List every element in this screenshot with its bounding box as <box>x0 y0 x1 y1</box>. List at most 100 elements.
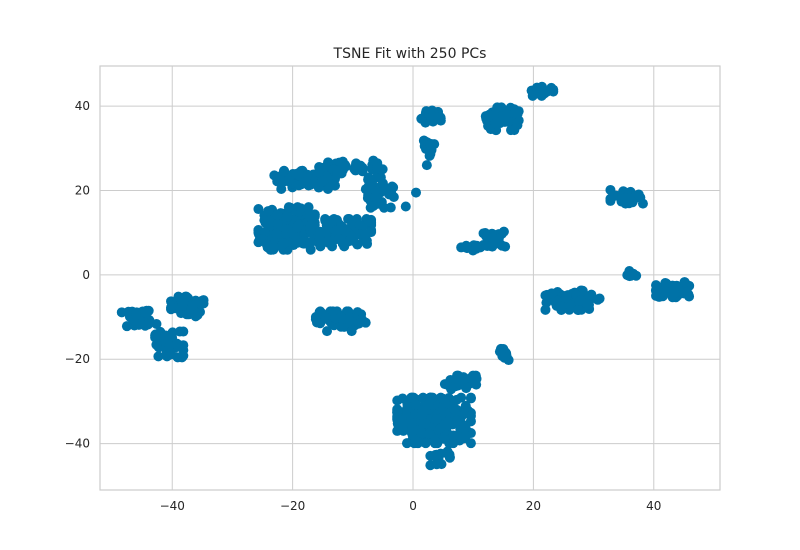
data-point <box>166 302 177 313</box>
data-point <box>397 393 408 404</box>
data-point <box>344 315 355 326</box>
data-point <box>370 191 381 202</box>
data-point <box>330 225 341 236</box>
data-point <box>164 340 175 351</box>
data-point <box>546 82 557 93</box>
data-point <box>283 175 294 186</box>
data-point <box>276 184 287 195</box>
data-point <box>453 370 464 381</box>
data-point <box>272 219 283 230</box>
data-point <box>293 220 304 231</box>
data-point <box>561 291 572 302</box>
data-point <box>429 435 440 446</box>
data-point <box>305 237 316 248</box>
data-point <box>503 116 514 127</box>
data-point <box>431 414 442 425</box>
data-point <box>177 300 188 311</box>
data-point <box>625 270 636 281</box>
data-point <box>392 405 403 416</box>
data-point <box>469 374 480 385</box>
data-point <box>366 217 377 228</box>
data-point <box>431 459 442 470</box>
data-point <box>498 226 509 237</box>
x-tick-label: 40 <box>646 499 661 513</box>
data-point <box>187 300 198 311</box>
data-point <box>395 417 406 428</box>
data-point <box>448 438 459 449</box>
data-point <box>307 213 318 224</box>
data-point <box>437 393 448 404</box>
data-point <box>153 342 164 353</box>
data-point <box>314 166 325 177</box>
data-point <box>406 392 417 403</box>
data-point <box>454 378 465 389</box>
data-point <box>198 298 209 309</box>
data-point <box>277 238 288 249</box>
data-point <box>360 229 371 240</box>
x-tick-label: −40 <box>160 499 185 513</box>
data-point <box>661 286 672 297</box>
data-point <box>271 228 282 239</box>
data-point <box>427 392 438 403</box>
data-point <box>400 201 411 212</box>
data-point <box>143 319 154 330</box>
data-point <box>401 438 412 449</box>
data-point <box>506 125 517 136</box>
data-point <box>327 306 338 317</box>
data-point <box>575 295 586 306</box>
data-point <box>679 277 690 288</box>
data-point <box>416 410 427 421</box>
data-point <box>354 219 365 230</box>
data-point <box>272 209 283 220</box>
data-point <box>669 287 680 298</box>
data-point <box>333 233 344 244</box>
data-point <box>572 305 583 316</box>
y-tick-label: −40 <box>65 437 90 451</box>
data-point <box>275 175 286 186</box>
data-point <box>449 404 460 415</box>
chart-title: TSNE Fit with 250 PCs <box>333 46 487 62</box>
data-point <box>372 162 383 173</box>
data-point <box>624 193 635 204</box>
data-point <box>425 139 436 150</box>
data-point <box>482 240 493 251</box>
plot-frame <box>99 65 721 491</box>
data-point <box>253 204 264 215</box>
data-point <box>153 351 164 362</box>
data-point <box>456 392 467 403</box>
data-point <box>416 427 427 438</box>
data-point <box>345 235 355 246</box>
data-point <box>592 294 603 305</box>
data-point <box>651 290 662 301</box>
data-point <box>471 243 482 254</box>
data-point <box>411 187 422 198</box>
data-point <box>263 206 274 217</box>
data-point <box>420 438 431 449</box>
data-point <box>315 226 326 237</box>
data-point <box>350 161 361 172</box>
data-point <box>295 203 306 214</box>
data-point <box>461 383 472 394</box>
data-point <box>432 112 443 123</box>
x-tick-label: −20 <box>280 499 305 513</box>
data-point <box>141 308 151 319</box>
data-point <box>131 310 142 321</box>
data-point <box>360 317 371 328</box>
x-tick-label: 0 <box>409 499 417 513</box>
data-point <box>465 392 476 403</box>
data-point <box>424 428 435 439</box>
data-point <box>460 430 471 441</box>
data-point <box>546 288 557 299</box>
data-point <box>495 343 506 354</box>
data-point <box>255 234 266 245</box>
data-points <box>116 81 695 471</box>
data-point <box>283 202 294 213</box>
data-point <box>465 410 476 421</box>
data-point <box>409 438 420 449</box>
data-point <box>375 172 386 183</box>
data-point <box>425 450 436 461</box>
data-point <box>497 240 508 251</box>
data-point <box>305 244 316 255</box>
data-point <box>150 332 161 343</box>
